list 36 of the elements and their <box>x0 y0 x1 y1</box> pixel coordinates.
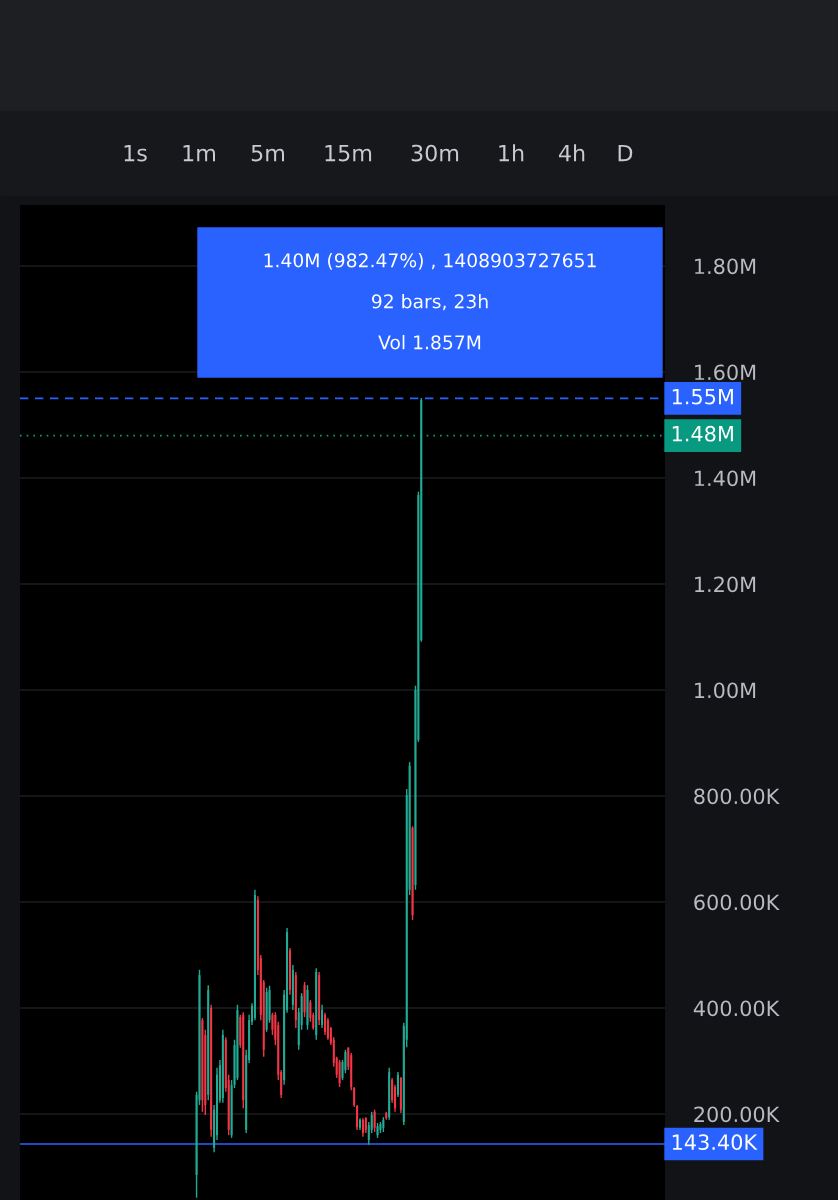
text: 1s <box>124 144 147 162</box>
text: 5m <box>251 144 285 162</box>
annotation: 1.40M (982.47%) , 1408903727651 <box>264 252 596 270</box>
text: 1m <box>183 144 216 162</box>
candlestick <box>271 1012 274 1036</box>
candlestick <box>326 1017 329 1041</box>
text: 1h <box>499 144 524 162</box>
text: 15m <box>325 144 372 162</box>
ref-line-label: 1.48M <box>672 425 733 442</box>
candlestick <box>338 1059 341 1088</box>
y-tick-label: 1.00M <box>695 682 756 699</box>
y-tick-label: 1.60M <box>695 364 756 381</box>
text: 30m <box>411 144 459 162</box>
text: D <box>618 144 633 162</box>
y-tick-label: 1.40M <box>695 470 756 487</box>
text: 4h <box>558 144 585 162</box>
candlestick <box>303 981 306 1018</box>
candlestick <box>376 1122 379 1139</box>
candlestick <box>201 1017 204 1113</box>
annotation: Vol 1.857M <box>378 334 481 350</box>
candlestick <box>321 1004 324 1029</box>
y-tick-label: 200.00K <box>694 1106 780 1123</box>
y-tick-label: 600.00K <box>694 894 780 911</box>
candlestick <box>379 1121 382 1134</box>
candlestick <box>411 825 414 921</box>
y-tick-label: 800.00K <box>694 788 780 805</box>
y-tick-label: 1.80M <box>695 258 756 275</box>
ref-line-label: 143.40K <box>672 1134 758 1151</box>
annotation: 92 bars, 23h <box>372 293 488 311</box>
candlestick <box>265 987 268 1033</box>
ref-line-label: 1.55M <box>672 389 733 405</box>
candlestick <box>396 1071 399 1098</box>
candlestick <box>382 1116 385 1133</box>
candlestick <box>306 984 309 1031</box>
y-tick-label: 1.20M <box>695 576 756 593</box>
y-tick-label: 400.00K <box>693 1000 780 1017</box>
